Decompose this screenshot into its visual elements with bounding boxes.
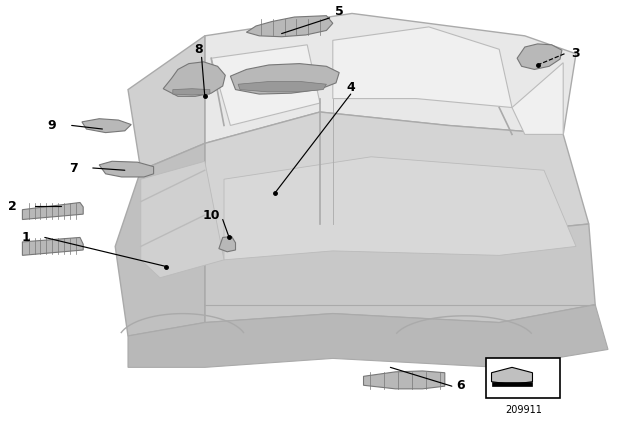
Polygon shape: [22, 202, 83, 220]
Polygon shape: [492, 367, 532, 384]
Text: 4: 4: [346, 81, 355, 94]
Polygon shape: [163, 62, 225, 96]
Polygon shape: [492, 382, 532, 386]
Text: 9: 9: [47, 119, 56, 132]
Polygon shape: [219, 237, 236, 252]
Polygon shape: [211, 45, 320, 125]
Polygon shape: [205, 13, 576, 143]
FancyBboxPatch shape: [486, 358, 560, 398]
Polygon shape: [246, 16, 333, 37]
Polygon shape: [128, 36, 205, 170]
Polygon shape: [205, 224, 595, 323]
Polygon shape: [364, 371, 445, 389]
Polygon shape: [230, 64, 339, 94]
Polygon shape: [115, 143, 205, 336]
Polygon shape: [517, 44, 562, 69]
Text: 7: 7: [69, 161, 78, 175]
Text: 6: 6: [456, 379, 465, 392]
Polygon shape: [333, 27, 512, 108]
Text: 2: 2: [8, 199, 17, 213]
Polygon shape: [99, 161, 154, 177]
Polygon shape: [128, 305, 608, 367]
Polygon shape: [82, 119, 131, 133]
Polygon shape: [205, 112, 589, 246]
Text: 5: 5: [335, 4, 344, 18]
Polygon shape: [238, 82, 326, 92]
Text: 209911: 209911: [505, 405, 541, 414]
Text: 3: 3: [572, 47, 580, 60]
Polygon shape: [224, 157, 576, 260]
Polygon shape: [512, 63, 563, 134]
Polygon shape: [173, 89, 210, 95]
Text: 1: 1: [21, 231, 30, 244]
Text: 8: 8: [194, 43, 203, 56]
Text: 10: 10: [202, 208, 220, 222]
Polygon shape: [141, 161, 224, 278]
Polygon shape: [22, 237, 83, 255]
